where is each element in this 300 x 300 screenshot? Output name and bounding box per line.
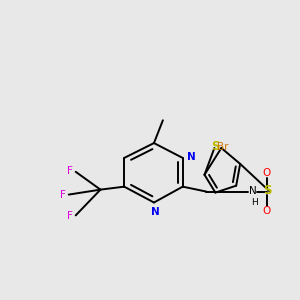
- Text: F: F: [68, 211, 73, 221]
- Text: H: H: [251, 198, 258, 207]
- Text: N: N: [187, 152, 196, 162]
- Text: Br: Br: [217, 142, 228, 152]
- Text: N: N: [151, 207, 160, 217]
- Text: O: O: [263, 168, 271, 178]
- Text: N: N: [249, 186, 257, 196]
- Text: S: S: [211, 140, 220, 153]
- Text: F: F: [60, 190, 66, 200]
- Text: O: O: [263, 206, 271, 217]
- Text: F: F: [68, 166, 73, 176]
- Text: S: S: [263, 184, 271, 197]
